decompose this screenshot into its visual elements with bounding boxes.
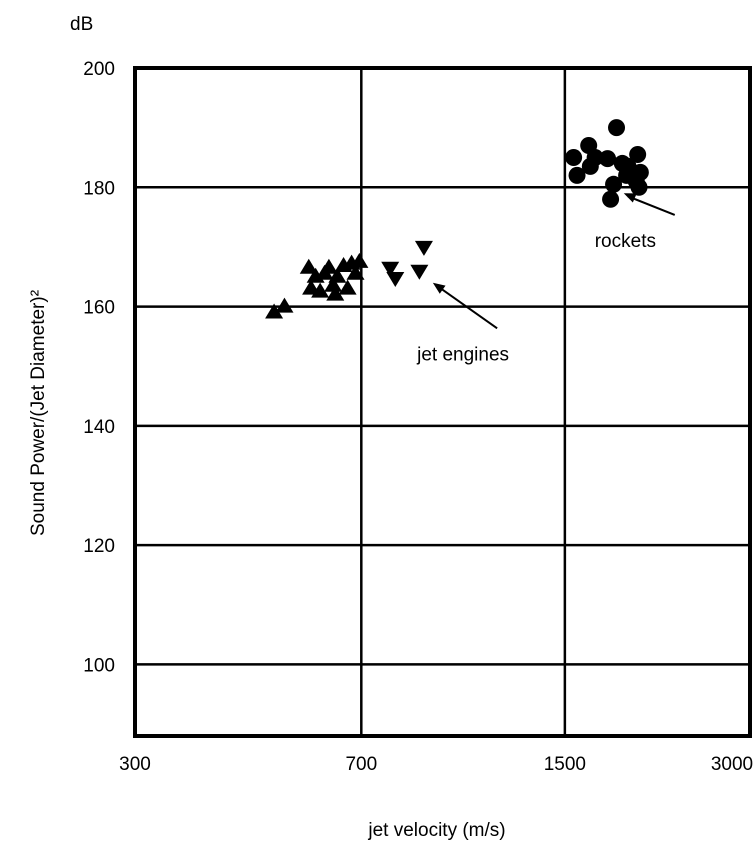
annotation-label: jet engines <box>416 344 509 365</box>
x-tick-label: 1500 <box>544 754 586 775</box>
data-point-circle <box>568 166 586 184</box>
x-tick-label: 700 <box>345 754 377 775</box>
data-markers <box>265 119 649 319</box>
y-tick-label: 200 <box>83 59 115 80</box>
data-point-triangle-down <box>386 271 405 287</box>
y-tick-label: 160 <box>83 298 115 319</box>
data-point-triangle-up <box>326 285 345 301</box>
x-axis-label: jet velocity (m/s) <box>367 820 505 841</box>
x-tick-label: 3000 <box>711 754 753 775</box>
data-point-triangle-up <box>299 258 318 274</box>
grid-lines <box>135 68 750 736</box>
data-point-circle <box>586 148 604 166</box>
y-unit-label: dB <box>70 14 93 35</box>
data-point-triangle-up <box>346 264 365 280</box>
data-point-triangle-up <box>338 279 357 295</box>
x-tick-label: 300 <box>119 754 151 775</box>
data-point-triangle-up <box>328 267 347 283</box>
y-tick-label: 120 <box>83 536 115 557</box>
y-tick-label: 140 <box>83 417 115 438</box>
y-tick-label: 100 <box>83 655 115 676</box>
y-tick-label: 180 <box>83 178 115 199</box>
data-point-triangle-up <box>265 303 284 319</box>
x-tick-labels: 300 700 1500 3000 <box>119 754 753 775</box>
annotation-arrow-head <box>432 282 446 294</box>
annotation-label: rockets <box>595 231 656 252</box>
data-point-circle <box>608 119 626 137</box>
data-point-circle <box>630 178 648 196</box>
data-point-triangle-down <box>410 264 429 280</box>
data-point-circle <box>631 163 649 181</box>
annotation-arrow-head <box>623 193 637 203</box>
annotation-arrows <box>432 193 676 330</box>
data-point-triangle-up <box>319 258 338 274</box>
data-point-triangle-up <box>311 282 330 298</box>
data-point-triangle-up <box>350 252 369 268</box>
y-tick-labels: 100 120 140 160 180 200 <box>83 59 115 676</box>
plot-frame <box>133 66 752 738</box>
data-point-circle <box>602 190 620 208</box>
data-point-circle <box>605 175 623 193</box>
data-point-triangle-down <box>414 240 433 256</box>
data-point-triangle-up <box>275 297 294 313</box>
annotation-arrow-line <box>436 284 498 330</box>
data-point-triangle-up <box>324 276 343 292</box>
y-axis-label: Sound Power/(Jet Diameter)² <box>28 290 49 536</box>
data-point-circle <box>565 148 583 166</box>
data-point-circle <box>599 150 617 168</box>
annotation-arrow-line <box>627 195 676 216</box>
data-point-circle <box>629 145 647 163</box>
data-point-triangle-down <box>381 261 400 277</box>
